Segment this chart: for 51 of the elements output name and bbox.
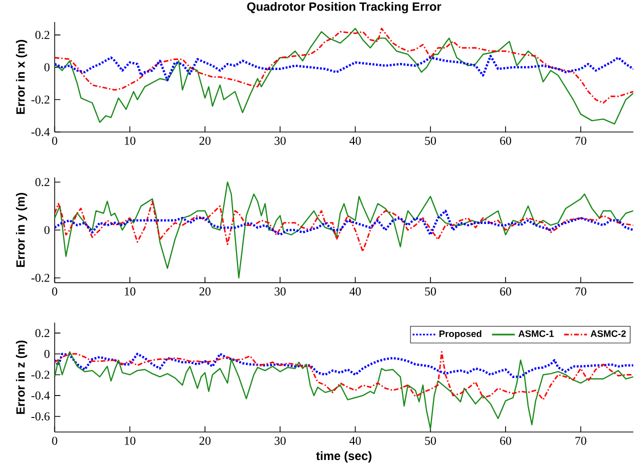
y-tick-label: -0.6 [31, 412, 50, 420]
line-series [54, 351, 634, 430]
x-tick-label: 70 [576, 136, 586, 145]
x-tick-label: 20 [199, 136, 211, 145]
chart-title: Quadrotor Position Tracking Error [247, 2, 442, 14]
y-tick-label: -0.2 [31, 96, 50, 104]
y-tick-label: -0.2 [31, 370, 50, 379]
x-axis-title: time (sec) [316, 451, 372, 462]
legend-label: ASMC-1 [518, 330, 554, 337]
x-tick-label: 0 [52, 436, 58, 445]
x-tick-label: 60 [500, 287, 512, 296]
y-tick-label: 0 [44, 63, 50, 72]
line-series [54, 352, 634, 378]
x-tick-label: 50 [425, 436, 436, 445]
y-tick-label: -0.2 [31, 274, 50, 282]
x-tick-label: 50 [425, 136, 436, 145]
x-tick-label: 10 [124, 436, 136, 445]
x-tick-label: 60 [500, 136, 512, 145]
y-axis-title: Error in x (m) [16, 40, 28, 114]
legend-label: Proposed [439, 330, 482, 339]
y-axis-title: Error in y (m) [16, 192, 28, 267]
x-tick-label: 10 [124, 136, 136, 145]
y-tick-label: 0 [44, 226, 50, 234]
x-tick-label: 10 [124, 287, 136, 296]
x-tick-label: 30 [274, 287, 286, 296]
y-tick-label: -0.4 [31, 391, 50, 400]
x-tick-label: 20 [199, 436, 211, 445]
x-tick-label: 40 [350, 287, 361, 296]
line-series [54, 28, 634, 104]
y-axis-title: Error in z (m) [16, 340, 28, 414]
y-tick-label: 0 [44, 350, 50, 358]
x-tick-label: 0 [52, 287, 58, 296]
line-series [54, 351, 634, 400]
x-tick-label: 70 [576, 287, 586, 296]
x-tick-label: 40 [350, 136, 361, 145]
y-tick-label: -0.4 [31, 128, 50, 136]
y-tick-label: 0.2 [35, 30, 50, 40]
x-tick-label: 60 [500, 436, 512, 445]
x-tick-label: 50 [425, 287, 436, 296]
x-tick-label: 30 [274, 136, 286, 145]
y-tick-label: 0.2 [35, 178, 50, 186]
x-tick-label: 0 [52, 136, 58, 145]
line-series [54, 28, 634, 125]
x-tick-label: 70 [576, 436, 586, 445]
line-series [54, 54, 634, 82]
y-tick-label: 0.2 [35, 329, 50, 338]
x-tick-label: 30 [274, 436, 286, 445]
legend-label: ASMC-2 [590, 330, 626, 337]
x-tick-label: 40 [350, 436, 361, 445]
line-series [54, 200, 634, 252]
x-tick-label: 20 [199, 287, 211, 296]
